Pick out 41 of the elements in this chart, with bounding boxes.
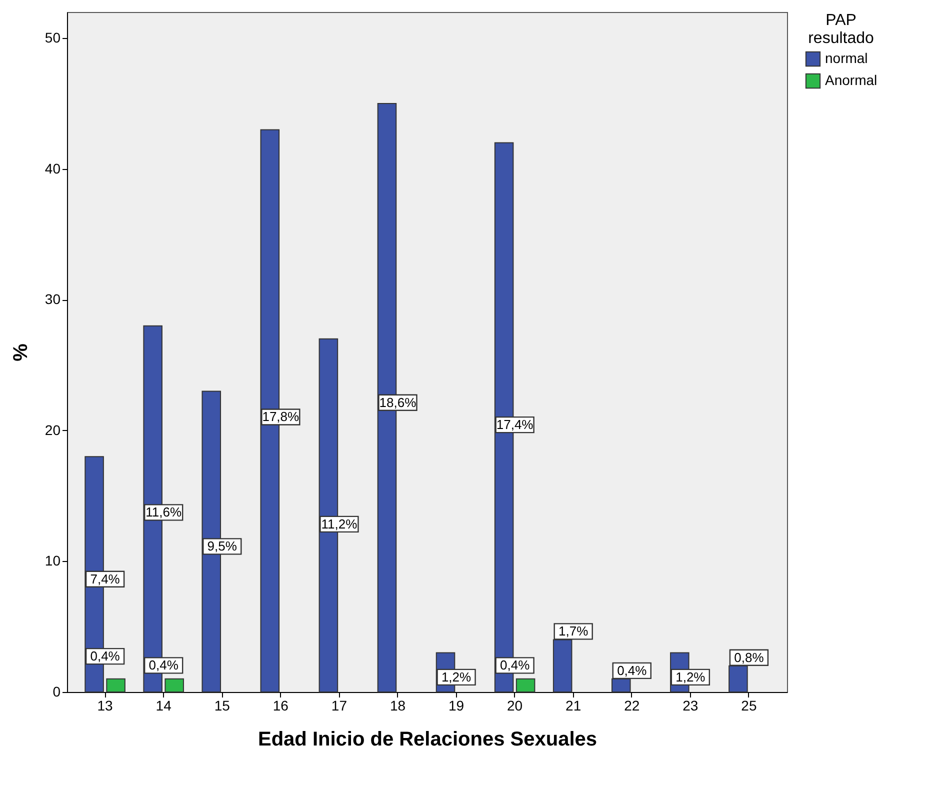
- x-tick-label: 18: [390, 698, 406, 714]
- annotation: 1,2%: [676, 669, 706, 684]
- annotation: 1,2%: [441, 669, 472, 684]
- y-tick-label: 50: [44, 30, 61, 46]
- y-tick-label: 20: [44, 422, 61, 438]
- annotation: 0,4%: [617, 662, 648, 678]
- annotation: 1,7%: [558, 624, 589, 639]
- y-tick-label: 0: [52, 684, 61, 700]
- x-axis-title: Edad Inicio de Relaciones Sexuales: [258, 728, 598, 750]
- annotation: 0,4%: [148, 658, 179, 673]
- x-tick-label: 14: [156, 698, 172, 714]
- legend-label: Anormal: [825, 72, 878, 88]
- annotation: 11,2%: [321, 516, 358, 532]
- annotation: 7,4%: [90, 571, 120, 586]
- x-tick-label: 23: [682, 698, 698, 714]
- annotation: 17,4%: [496, 417, 534, 432]
- legend-title: PAP resultado: [808, 12, 874, 47]
- y-tick-label: 10: [44, 552, 61, 569]
- x-tick-label: 21: [566, 698, 582, 714]
- legend-label: normal: [825, 50, 868, 66]
- annotation: 0,8%: [734, 650, 764, 665]
- annotation: 9,5%: [207, 538, 238, 554]
- x-tick-label: 16: [272, 698, 289, 714]
- bar: [164, 678, 184, 692]
- annotation: 17,8%: [262, 409, 300, 424]
- x-tick-label: 15: [214, 698, 230, 714]
- annotation: 11,6%: [146, 504, 182, 520]
- y-axis-title: %: [10, 343, 32, 362]
- bar: [516, 678, 536, 692]
- annotation: 0,4%: [90, 648, 120, 664]
- annotation: 0,4%: [500, 658, 530, 673]
- x-tick-label: 25: [741, 698, 757, 714]
- y-tick-label: 40: [44, 160, 61, 176]
- annotation: 18,6%: [379, 394, 417, 410]
- x-tick-label: 13: [97, 698, 114, 714]
- x-tick-label: 22: [624, 698, 640, 714]
- x-tick-label: 20: [507, 698, 523, 714]
- x-tick-label: 17: [331, 698, 348, 714]
- x-tick-label: 19: [448, 698, 464, 714]
- bar: [106, 678, 126, 692]
- y-tick-label: 30: [44, 291, 61, 308]
